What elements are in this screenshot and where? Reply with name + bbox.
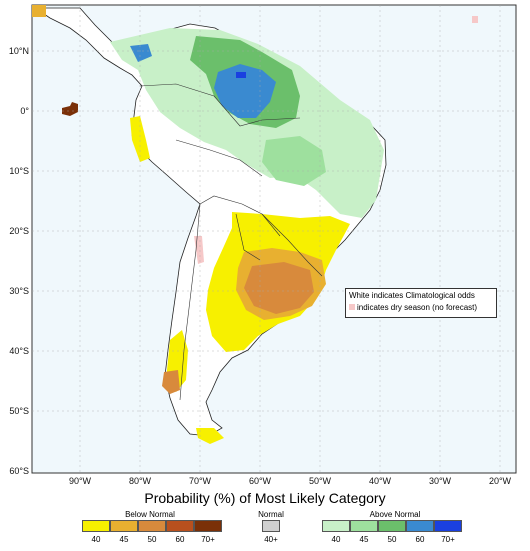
legend-tick: 50 <box>147 535 157 544</box>
legend-tick: 70+ <box>441 535 455 544</box>
above-45-patch <box>262 136 326 186</box>
note-climatology: White indicates Climatological odds <box>349 291 475 300</box>
legend-swatch-above-40 <box>322 520 350 532</box>
lon-label: 80°W <box>129 476 152 486</box>
legend-swatch-below-45 <box>110 520 138 532</box>
lon-label: 30°W <box>429 476 452 486</box>
dry-season-atlantic <box>472 16 478 23</box>
lat-label: 20°S <box>9 226 29 236</box>
legend-tick: 40+ <box>264 535 278 544</box>
note-dry-season: indicates dry season (no forecast) <box>349 302 493 314</box>
legend-swatch-above-70 <box>434 520 462 532</box>
lon-label: 40°W <box>369 476 392 486</box>
map-note-box: White indicates Climatological odds indi… <box>345 288 497 318</box>
lat-label: 40°S <box>9 346 29 356</box>
lon-label: 70°W <box>189 476 212 486</box>
lat-label: 0° <box>20 106 29 116</box>
legend-swatch-normal <box>262 520 280 532</box>
legend-tick: 40 <box>91 535 101 544</box>
dry-season-swatch <box>349 304 355 310</box>
legend-tick: 45 <box>359 535 369 544</box>
lon-label: 60°W <box>249 476 272 486</box>
lat-label: 10°N <box>9 46 29 56</box>
legend-tick: 40 <box>331 535 341 544</box>
legend-tick: 45 <box>119 535 129 544</box>
legend-normal-label: Normal <box>258 510 284 519</box>
above-60-core <box>214 64 276 118</box>
note-dry-season-text: indicates dry season (no forecast) <box>357 303 478 312</box>
lon-label: 50°W <box>309 476 332 486</box>
below-40-tdf <box>196 428 224 444</box>
below-45-ne-corner <box>32 5 46 17</box>
lat-label: 50°S <box>9 406 29 416</box>
legend-swatch-above-45 <box>350 520 378 532</box>
lat-label: 10°S <box>9 166 29 176</box>
lat-label: 30°S <box>9 286 29 296</box>
legend-swatch-below-60 <box>166 520 194 532</box>
legend-swatch-above-50 <box>378 520 406 532</box>
lon-labels: 90°W 80°W 70°W 60°W 50°W 40°W 30°W 20°W <box>69 476 512 486</box>
lon-label: 90°W <box>69 476 92 486</box>
legend-swatch-below-70 <box>194 520 222 532</box>
legend-below-label: Below Normal <box>125 510 175 519</box>
above-60-nw <box>130 44 152 62</box>
below-70-galapagos <box>62 102 78 116</box>
below-50-core <box>244 262 314 314</box>
lon-label: 20°W <box>489 476 512 486</box>
lat-label: 60°S <box>9 466 29 476</box>
legend-tick: 70+ <box>201 535 215 544</box>
lat-labels: 10°N 0° 10°S 20°S 30°S 40°S 50°S 60°S <box>9 46 30 476</box>
legend-tick: 60 <box>175 535 185 544</box>
legend-tick: 60 <box>415 535 425 544</box>
legend-swatch-above-60 <box>406 520 434 532</box>
legend-swatch-below-50 <box>138 520 166 532</box>
above-70-cell <box>236 72 246 78</box>
legend-above-label: Above Normal <box>369 510 421 519</box>
below-40-coast <box>130 116 150 162</box>
legend-tick: 50 <box>387 535 397 544</box>
legend-swatch-below-40 <box>82 520 110 532</box>
graticule <box>32 5 516 473</box>
legend-title: Probability (%) of Most Likely Category <box>144 490 386 506</box>
below-50-patagonia <box>162 370 180 394</box>
